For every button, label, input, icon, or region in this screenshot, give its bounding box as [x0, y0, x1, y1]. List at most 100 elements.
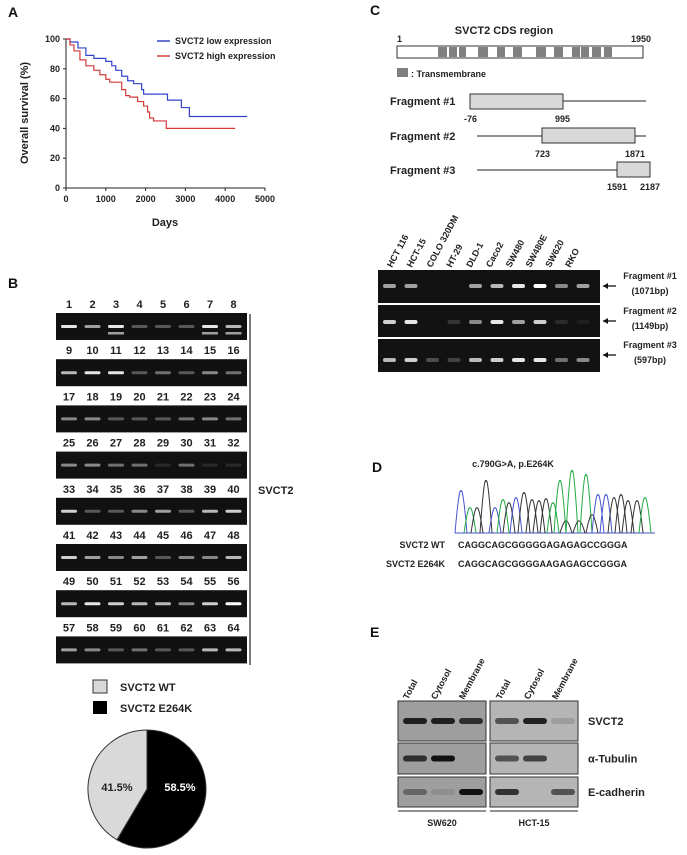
gel-band [108, 509, 124, 513]
fragment-1: Fragment #1 -76 995 [390, 93, 646, 124]
western-blot: Total Cytosol Membrane Total Cytosol Membrane… [397, 656, 645, 828]
fragment-2-to: 1871 [625, 149, 645, 159]
blot-band [495, 789, 519, 795]
blot-band [431, 789, 455, 795]
chromatogram-peak [565, 470, 579, 534]
lane-number: 9 [66, 345, 72, 357]
fraction-label: Total [494, 678, 513, 701]
gel-band [512, 320, 525, 324]
lane-number: 42 [86, 530, 98, 542]
lane-number: 50 [86, 576, 98, 588]
chromatogram-peak [454, 490, 468, 534]
gel-band [131, 325, 148, 328]
gel-band [84, 417, 101, 421]
lane-number: 2 [89, 299, 95, 311]
chromatogram-peak [614, 494, 628, 534]
lane-number: 30 [180, 438, 192, 450]
gel-band [84, 371, 101, 375]
gel-band [404, 320, 418, 324]
fraction-label: Cytosol [429, 667, 453, 701]
gel-size-label: (1071bp) [631, 286, 668, 296]
lane-number: 7 [207, 299, 213, 311]
pie-slice-e264k [116, 729, 207, 849]
lane-number: 22 [180, 391, 192, 403]
gel-band [155, 509, 171, 513]
y-tick-label: 80 [50, 64, 60, 74]
x-tick-label: 0 [63, 194, 68, 204]
legend-label-e264k: SVCT2 E264K [120, 703, 192, 715]
mutation-title: c.790G>A, p.E264K [472, 459, 554, 469]
gel-band [533, 320, 547, 324]
gel-band [202, 463, 218, 467]
lane-number: 19 [110, 391, 122, 403]
blot-band [431, 755, 455, 762]
y-axis-label: Overall survival (%) [19, 62, 31, 164]
lane-number: 24 [227, 391, 240, 403]
cell-line-group-label: HCT-15 [518, 818, 549, 828]
fraction-label: Total [401, 678, 420, 701]
chromatogram-peak [607, 497, 621, 534]
lane-number: 64 [227, 622, 240, 634]
y-tick-label: 20 [50, 153, 60, 163]
gel-band [202, 417, 218, 421]
fragment-3-label: Fragment #3 [390, 165, 455, 177]
gel-band [131, 509, 148, 513]
legend-swatch-wt [92, 679, 108, 694]
gel-band [533, 358, 547, 362]
gel-band [84, 463, 101, 467]
transmembrane-block [604, 47, 612, 57]
fragment-2: Fragment #2 723 1871 [390, 127, 646, 159]
gel-band [490, 284, 504, 288]
gel-band [383, 320, 396, 324]
legend-label-high: SVCT2 high expression [175, 51, 276, 61]
gel-band [84, 556, 101, 559]
lane-number: 48 [227, 530, 239, 542]
gel-band [155, 556, 171, 559]
chromatogram-peak [621, 500, 635, 534]
gel-band [61, 602, 77, 606]
gel-band [383, 358, 396, 362]
chromatogram [454, 470, 655, 534]
lane-number: 57 [63, 622, 75, 634]
transmembrane-block [536, 47, 546, 57]
gel-size-label: (597bp) [634, 355, 666, 365]
lane-number: 11 [110, 345, 122, 357]
chromatogram-peak [502, 502, 516, 534]
cds-end: 1950 [631, 34, 651, 44]
gel-band [225, 417, 242, 421]
gel-band [131, 556, 148, 559]
transmembrane-block [554, 47, 563, 57]
gel-fragment-label: Fragment #1 [623, 271, 677, 281]
transmembrane-block [497, 47, 505, 57]
lane-number: 13 [157, 345, 169, 357]
gel-band [225, 556, 242, 559]
gel-band [131, 371, 148, 375]
gel-band [108, 463, 124, 467]
gel-band [131, 602, 148, 606]
x-tick-label: 2000 [136, 194, 156, 204]
chromatogram-peak [546, 502, 560, 534]
gel-band [533, 284, 547, 288]
lane-number: 34 [86, 484, 99, 496]
gel-band [383, 284, 396, 288]
blot-band [403, 718, 427, 724]
gel-band [108, 417, 124, 421]
lane-number: 26 [86, 438, 98, 450]
gel-band [178, 602, 195, 606]
gel-band [178, 648, 195, 652]
gel-band [155, 325, 171, 328]
transmembrane-block [459, 47, 466, 57]
transmembrane-swatch [397, 68, 408, 77]
lane-number: 62 [180, 622, 192, 634]
protein-label: E-cadherin [588, 787, 645, 799]
fraction-label: Membrane [550, 656, 580, 700]
y-tick-label: 60 [50, 94, 60, 104]
chromatogram-peak [559, 520, 573, 534]
transmembrane-block [513, 47, 522, 57]
cell-line-group-label: SW620 [427, 818, 457, 828]
gel-fragment-label: Fragment #3 [623, 340, 677, 350]
gel-band [490, 320, 504, 324]
gel-band [225, 509, 242, 513]
lane-number: 10 [86, 345, 98, 357]
